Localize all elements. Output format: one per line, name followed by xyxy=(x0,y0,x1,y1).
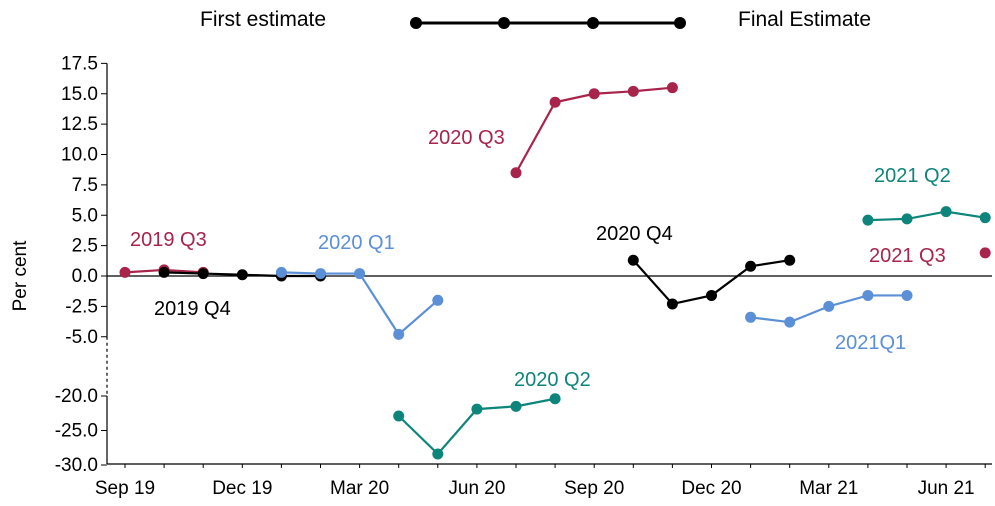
x-tick-label: Mar 21 xyxy=(799,478,858,499)
y-tick-label: -25.0 xyxy=(55,421,98,442)
legend-marker xyxy=(587,17,599,29)
y-tick-label: 17.5 xyxy=(61,53,98,74)
x-tick-label: Mar 20 xyxy=(330,478,389,499)
data-point xyxy=(471,403,483,415)
data-point xyxy=(549,393,561,405)
data-point xyxy=(549,96,561,108)
data-point xyxy=(588,88,600,100)
series-line xyxy=(515,86,673,174)
x-tick-label: Jun 21 xyxy=(918,478,975,499)
series-line xyxy=(281,271,439,336)
data-point xyxy=(627,254,639,266)
y-tick-label: 10.0 xyxy=(61,145,98,166)
data-point xyxy=(940,206,952,218)
data-point xyxy=(432,448,444,460)
data-point xyxy=(432,294,444,306)
series-label: 2020 Q2 xyxy=(514,369,591,391)
series-label: 2020 Q4 xyxy=(596,223,673,245)
data-point xyxy=(901,289,913,301)
series-label: 2021 Q2 xyxy=(874,165,951,187)
data-point xyxy=(862,214,874,226)
data-point xyxy=(784,254,796,266)
data-point xyxy=(784,316,796,328)
data-point xyxy=(393,410,405,422)
legend-marker xyxy=(410,17,422,29)
data-point xyxy=(275,266,287,278)
data-point xyxy=(510,167,522,179)
series-line xyxy=(867,210,986,222)
series-label: 2020 Q1 xyxy=(318,232,395,254)
data-point xyxy=(158,266,170,278)
data-point xyxy=(666,82,678,94)
x-tick-label: Sep 20 xyxy=(564,478,624,499)
data-point xyxy=(901,213,913,225)
data-point xyxy=(236,269,248,281)
data-point xyxy=(979,212,991,224)
y-tick-label: 12.5 xyxy=(61,114,98,135)
data-point xyxy=(510,400,522,412)
x-tick-label: Jun 20 xyxy=(448,478,505,499)
y-axis-title: Per cent xyxy=(10,240,31,311)
data-point xyxy=(393,328,405,340)
data-point xyxy=(627,85,639,97)
y-tick-label: 0.0 xyxy=(72,266,98,287)
data-point xyxy=(666,298,678,310)
series-label: 2021Q1 xyxy=(835,332,906,354)
legend-marker xyxy=(674,17,686,29)
series-label: 2019 Q3 xyxy=(130,229,207,251)
legend-line-sample xyxy=(410,17,686,29)
x-tick-label: Sep 19 xyxy=(95,478,155,499)
legend-marker xyxy=(498,17,510,29)
data-point xyxy=(706,289,717,301)
legend-first-estimate-label: First estimate xyxy=(200,8,327,31)
legend-final-estimate-label: Final Estimate xyxy=(738,8,872,31)
data-point xyxy=(745,311,757,323)
y-tick-label: -2.5 xyxy=(65,296,98,317)
x-tick-label: Dec 20 xyxy=(681,478,741,499)
data-point xyxy=(119,266,131,278)
y-tick-label: 2.5 xyxy=(72,236,98,257)
data-point xyxy=(862,289,874,301)
y-tick-label: 7.5 xyxy=(72,175,98,196)
series-label: 2021 Q3 xyxy=(869,245,946,267)
series-label: 2019 Q4 xyxy=(154,298,231,320)
data-point xyxy=(745,260,757,272)
y-tick-label: -5.0 xyxy=(65,327,98,348)
y-tick-label: 5.0 xyxy=(72,205,98,226)
x-tick-label: Dec 19 xyxy=(212,478,272,499)
y-tick-label: -20.0 xyxy=(55,386,98,407)
data-point xyxy=(197,268,209,280)
y-tick-label: -30.0 xyxy=(55,455,98,476)
y-tick-label: 15.0 xyxy=(61,84,98,105)
data-point xyxy=(823,300,835,312)
data-point xyxy=(979,247,991,259)
data-point xyxy=(315,268,326,280)
data-point xyxy=(354,268,366,280)
series-label: 2020 Q3 xyxy=(428,127,505,149)
